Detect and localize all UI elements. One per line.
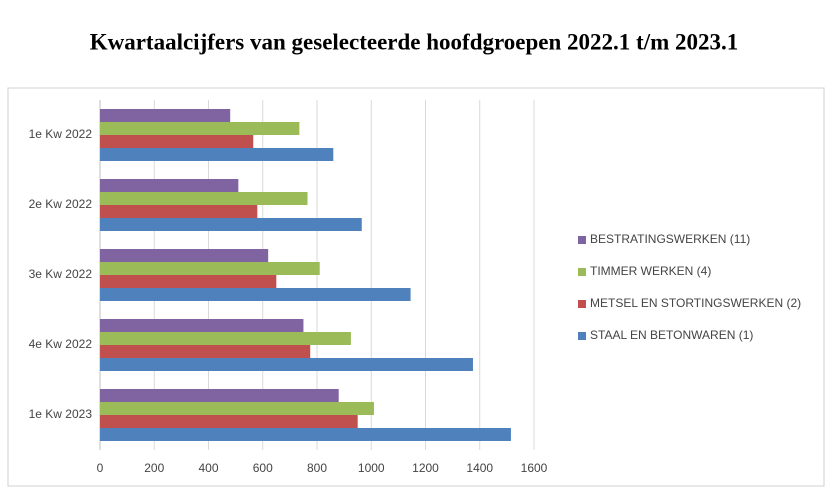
bar: [100, 319, 304, 332]
bar: [100, 192, 308, 205]
bar: [100, 205, 258, 218]
bar: [100, 262, 320, 275]
bar: [100, 345, 311, 358]
x-tick-label: 1000: [358, 461, 385, 475]
x-tick-label: 1200: [412, 461, 439, 475]
y-tick-label: 2e Kw 2022: [29, 197, 93, 211]
x-tick-label: 600: [253, 461, 273, 475]
legend-swatch: [578, 268, 586, 276]
bar: [100, 218, 362, 231]
y-tick-label: 4e Kw 2022: [29, 337, 93, 351]
legend-label: BESTRATINGSWERKEN (11): [590, 232, 750, 246]
legend-swatch: [578, 332, 586, 340]
bar: [100, 275, 277, 288]
bar: [100, 148, 334, 161]
bar: [100, 332, 351, 345]
bar: [100, 402, 374, 415]
y-tick-label: 1e Kw 2023: [29, 407, 93, 421]
bar: [100, 179, 239, 192]
x-tick-label: 200: [144, 461, 164, 475]
bar: [100, 109, 231, 122]
bar: [100, 358, 473, 371]
legend-swatch: [578, 300, 586, 308]
bar: [100, 389, 339, 402]
x-tick-label: 0: [97, 461, 104, 475]
legend-swatch: [578, 236, 586, 244]
bar: [100, 288, 411, 301]
bar: [100, 122, 300, 135]
legend-label: METSEL EN STORTINGSWERKEN (2): [590, 296, 801, 310]
bar: [100, 135, 254, 148]
bar: [100, 415, 358, 428]
x-tick-label: 1400: [466, 461, 493, 475]
y-tick-label: 3e Kw 2022: [29, 267, 93, 281]
bar: [100, 428, 511, 441]
legend-label: STAAL EN BETONWAREN (1): [590, 328, 753, 342]
x-tick-label: 800: [307, 461, 327, 475]
legend-label: TIMMER WERKEN (4): [590, 264, 711, 278]
chart-title: Kwartaalcijfers van geselecteerde hoofdg…: [90, 29, 739, 54]
x-tick-label: 1600: [521, 461, 548, 475]
bar: [100, 249, 269, 262]
y-tick-label: 1e Kw 2022: [29, 127, 93, 141]
x-tick-label: 400: [198, 461, 218, 475]
